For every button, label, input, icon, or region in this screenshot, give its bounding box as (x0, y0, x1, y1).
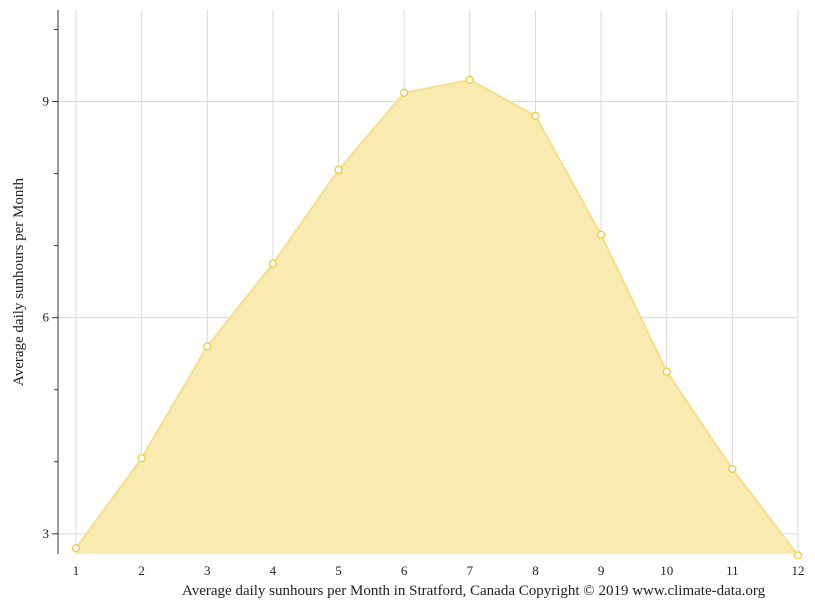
x-tick-label-11: 11 (726, 563, 739, 578)
data-point-5 (334, 165, 343, 175)
x-tick-label-2: 2 (138, 563, 145, 578)
y-tick-label-9: 9 (43, 94, 50, 109)
data-point-8 (531, 111, 540, 121)
x-tick-label-10: 10 (660, 563, 673, 578)
data-point-9 (596, 230, 606, 239)
data-point-1 (71, 544, 81, 553)
y-axis-title: Average daily sunhours per Month (11, 178, 27, 387)
y-tick-label-6: 6 (43, 310, 50, 325)
x-tick-label-6: 6 (401, 563, 408, 578)
x-tick-label-7: 7 (467, 563, 474, 578)
x-tick-label-8: 8 (532, 563, 539, 578)
data-point-7 (465, 75, 474, 84)
data-point-12 (793, 551, 803, 560)
x-tick-label-3: 3 (204, 563, 211, 578)
chart-caption: Average daily sunhours per Month in Stra… (182, 583, 766, 599)
x-tick-label-5: 5 (335, 563, 342, 578)
x-ticks: 1 2 3 4 5 6 7 8 9 10 11 12 (73, 563, 805, 578)
x-tick-label-9: 9 (598, 563, 605, 578)
data-point-11 (728, 464, 737, 474)
area-fill (76, 79, 798, 556)
x-tick-label-4: 4 (270, 563, 277, 578)
data-point-4 (268, 259, 278, 268)
data-point-3 (203, 342, 212, 351)
x-tick-label-1: 1 (73, 563, 80, 578)
data-point-2 (137, 454, 146, 463)
y-ticks: 3 6 9 (43, 28, 58, 541)
series-line (75, 78, 799, 557)
y-tick-label-3: 3 (43, 526, 50, 541)
data-point-10 (662, 367, 671, 376)
data-points (71, 75, 803, 560)
data-point-6 (400, 88, 409, 97)
x-tick-label-12: 12 (792, 563, 805, 578)
